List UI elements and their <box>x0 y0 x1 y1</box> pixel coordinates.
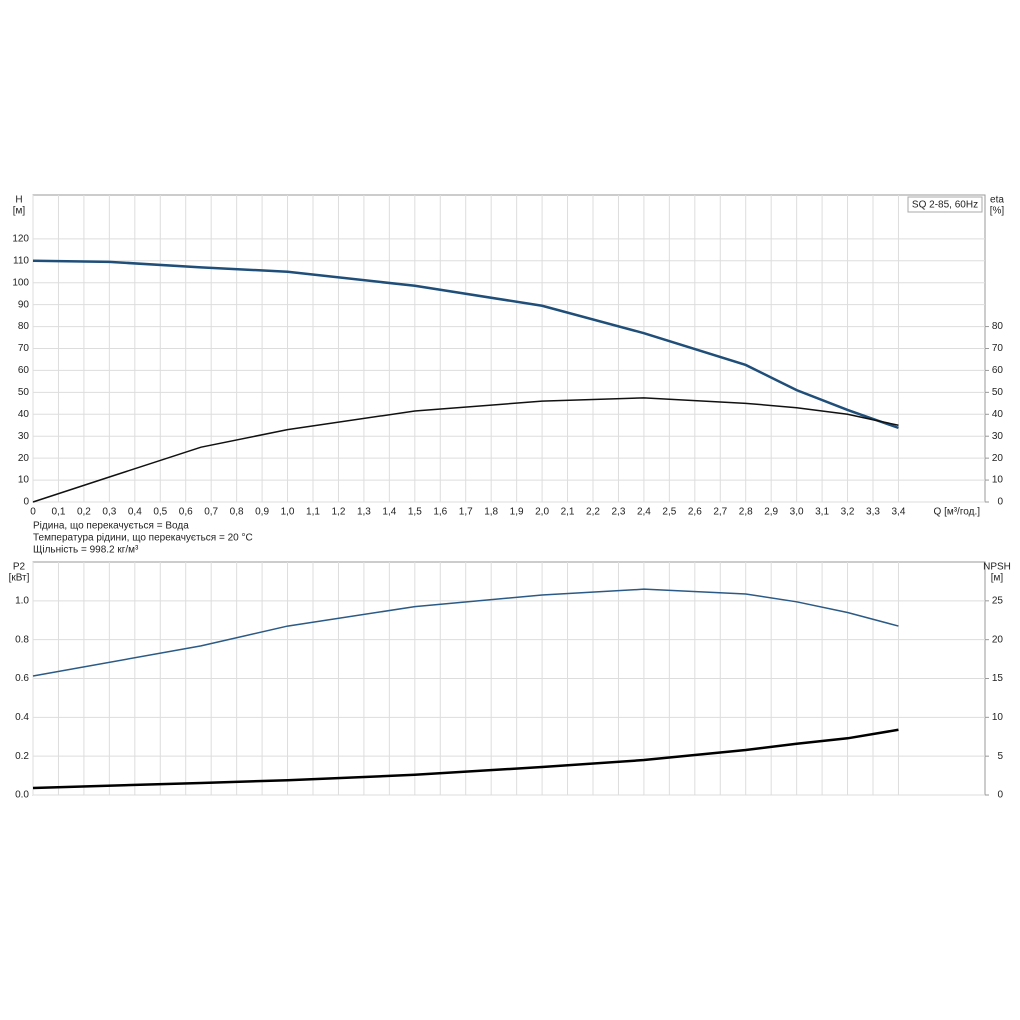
curve <box>32 397 899 503</box>
y-tick-label: 60 <box>18 365 30 376</box>
y-tick-label: 50 <box>18 387 30 398</box>
y-tick-label: 10 <box>18 475 30 486</box>
x-axis-label: Q [м³/год.] <box>934 507 981 518</box>
y-tick-label: 100 <box>12 277 29 288</box>
x-tick-label: 1,0 <box>281 507 295 518</box>
y-tick-label: 0.2 <box>15 751 29 762</box>
y-tick-label: 1.0 <box>15 595 29 606</box>
x-tick-label: 2,4 <box>637 507 651 518</box>
x-tick-label: 2,0 <box>535 507 549 518</box>
note: Температура рідини, що перекачується = 2… <box>33 533 253 544</box>
x-tick-label: 2,5 <box>662 507 676 518</box>
curve <box>32 259 899 430</box>
x-tick-label: 3,2 <box>841 507 855 518</box>
x-tick-label: 1,7 <box>459 507 473 518</box>
x-tick-label: 3,1 <box>815 507 829 518</box>
legend-text: SQ 2-85, 60Hz <box>912 200 978 211</box>
x-tick-label: 0,9 <box>255 507 269 518</box>
y-tick-label: 40 <box>18 409 30 420</box>
x-tick-label: 1,3 <box>357 507 371 518</box>
y-axis-label: H <box>15 195 22 206</box>
y-tick-label: 0.8 <box>15 634 29 645</box>
x-tick-label: 0,5 <box>153 507 167 518</box>
x-tick-label: 1,1 <box>306 507 320 518</box>
y2-tick-label: 15 <box>992 673 1004 684</box>
x-tick-label: 2,1 <box>561 507 575 518</box>
x-tick-label: 1,4 <box>382 507 396 518</box>
y2-tick-label: 0 <box>997 497 1003 508</box>
y-axis-label: P2 <box>13 562 26 573</box>
y2-tick-label: 0 <box>997 790 1003 801</box>
x-tick-label: 3,3 <box>866 507 880 518</box>
x-tick-label: 0,3 <box>102 507 116 518</box>
x-tick-label: 1,2 <box>332 507 346 518</box>
x-tick-label: 0,2 <box>77 507 91 518</box>
x-tick-label: 2,7 <box>713 507 727 518</box>
y2-tick-label: 20 <box>992 634 1004 645</box>
y-tick-label: 0.4 <box>15 712 29 723</box>
y-tick-label: 90 <box>18 299 30 310</box>
x-tick-label: 2,3 <box>612 507 626 518</box>
y-tick-label: 20 <box>18 453 30 464</box>
y2-tick-label: 5 <box>997 751 1003 762</box>
x-tick-label: 2,6 <box>688 507 702 518</box>
x-tick-label: 2,2 <box>586 507 600 518</box>
y-tick-label: 0 <box>23 497 29 508</box>
y2-axis-unit: [%] <box>990 206 1005 217</box>
curve <box>32 588 899 677</box>
x-tick-label: 1,6 <box>433 507 447 518</box>
y2-tick-label: 25 <box>992 595 1004 606</box>
y-axis-unit: [кВт] <box>9 573 30 584</box>
y2-axis-label: NPSH <box>983 562 1011 573</box>
y2-tick-label: 30 <box>992 431 1004 442</box>
x-tick-label: 0 <box>30 507 36 518</box>
x-tick-label: 1,8 <box>484 507 498 518</box>
y2-tick-label: 10 <box>992 712 1004 723</box>
curve <box>32 728 899 790</box>
note: Рідина, що перекачується = Вода <box>33 521 189 532</box>
y-tick-label: 30 <box>18 431 30 442</box>
y2-tick-label: 50 <box>992 387 1004 398</box>
y-tick-label: 120 <box>12 233 29 244</box>
y-axis-unit: [м] <box>13 206 26 217</box>
y2-tick-label: 80 <box>992 321 1004 332</box>
x-tick-label: 0,7 <box>204 507 218 518</box>
x-tick-label: 3,4 <box>892 507 906 518</box>
y2-tick-label: 20 <box>992 453 1004 464</box>
y-tick-label: 70 <box>18 343 30 354</box>
y2-tick-label: 60 <box>992 365 1004 376</box>
y-tick-label: 0.6 <box>15 673 29 684</box>
x-tick-label: 0,6 <box>179 507 193 518</box>
x-tick-label: 0,1 <box>52 507 66 518</box>
x-tick-label: 0,8 <box>230 507 244 518</box>
y2-tick-label: 10 <box>992 475 1004 486</box>
legend-box <box>907 196 983 213</box>
x-tick-label: 2,9 <box>764 507 778 518</box>
y2-axis-unit: [м] <box>991 573 1004 584</box>
x-tick-label: 1,5 <box>408 507 422 518</box>
y2-tick-label: 40 <box>992 409 1004 420</box>
note: Щільність = 998.2 кг/м³ <box>33 545 139 556</box>
x-tick-label: 1,9 <box>510 507 524 518</box>
y2-tick-label: 70 <box>992 343 1004 354</box>
y-tick-label: 110 <box>13 255 29 266</box>
y-tick-label: 0.0 <box>15 790 29 801</box>
x-tick-label: 2,8 <box>739 507 753 518</box>
y2-axis-label: eta <box>990 195 1004 206</box>
x-tick-label: 3,0 <box>790 507 804 518</box>
x-tick-label: 0,4 <box>128 507 142 518</box>
y-tick-label: 80 <box>18 321 30 332</box>
